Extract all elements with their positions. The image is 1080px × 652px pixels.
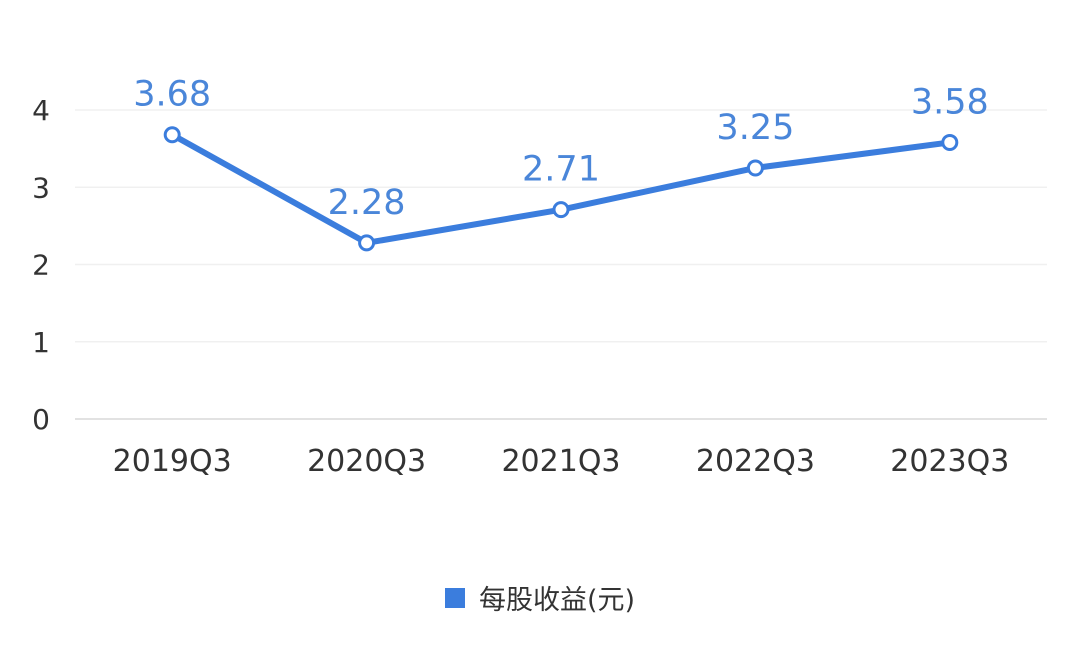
data-label: 2.71	[522, 150, 600, 190]
grid-layer	[75, 109, 1047, 420]
y-tick-label: 3	[32, 171, 50, 204]
data-label: 2.28	[328, 183, 406, 223]
data-point[interactable]	[746, 159, 764, 177]
data-point[interactable]	[552, 201, 570, 219]
y-tick-label: 1	[32, 326, 50, 359]
data-labels: 3.68 2.28 2.71 3.25 3.58	[133, 75, 989, 223]
data-label: 3.68	[133, 75, 211, 115]
y-axis-ticks: 0 1 2 3 4	[32, 94, 50, 436]
x-tick-label: 2021Q3	[501, 444, 620, 479]
x-axis-ticks: 2019Q3 2020Q3 2021Q3 2022Q3 2023Q3	[113, 444, 1010, 479]
y-tick-label: 2	[32, 249, 50, 282]
x-tick-label: 2023Q3	[890, 444, 1009, 479]
x-tick-label: 2019Q3	[113, 444, 232, 479]
series-layer	[163, 126, 959, 252]
x-tick-label: 2022Q3	[696, 444, 815, 479]
y-tick-label: 0	[32, 403, 50, 436]
data-point[interactable]	[163, 126, 181, 144]
legend: 每股收益(元)	[0, 578, 1080, 617]
x-tick-label: 2020Q3	[307, 444, 426, 479]
legend-label: 每股收益(元)	[478, 585, 636, 616]
y-tick-label: 4	[32, 94, 50, 127]
legend-item-eps[interactable]: 每股收益(元)	[444, 578, 636, 617]
data-label: 3.58	[911, 82, 989, 122]
data-point[interactable]	[941, 133, 959, 151]
data-point[interactable]	[358, 234, 376, 252]
data-label: 3.25	[716, 108, 794, 148]
legend-swatch	[444, 587, 465, 608]
